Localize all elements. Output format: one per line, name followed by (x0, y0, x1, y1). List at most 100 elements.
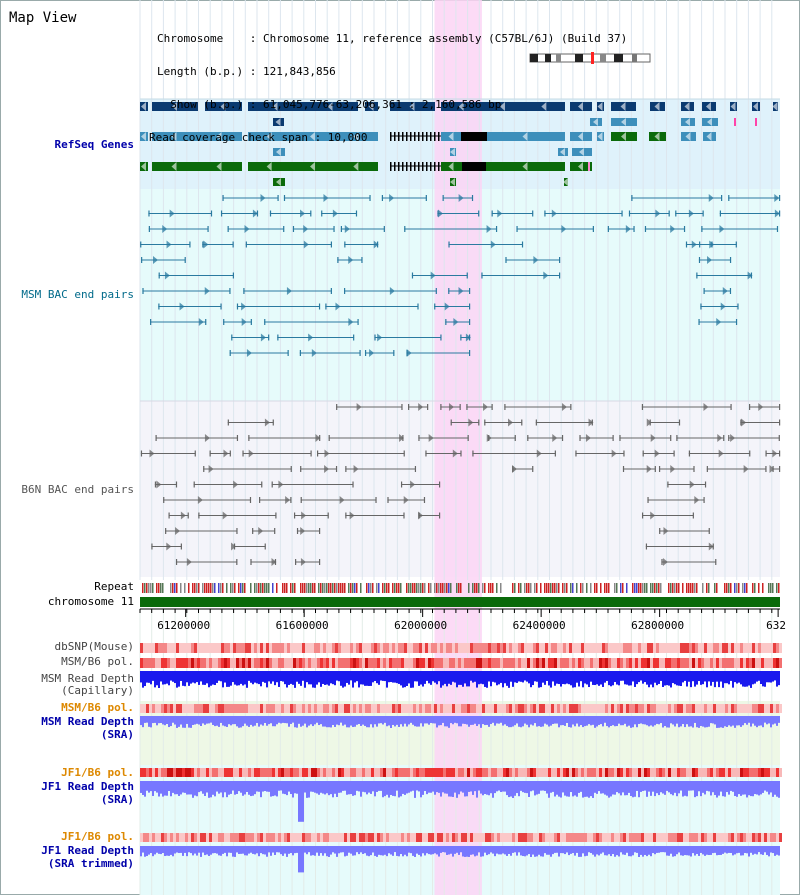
bac-end (175, 481, 178, 488)
track-label-dbsnp[interactable]: dbSNP(Mouse) (54, 640, 134, 653)
depth-bar (368, 671, 370, 686)
heat-cell (290, 643, 293, 653)
heat-cell (638, 643, 641, 653)
bac-end (227, 419, 229, 426)
depth-bar (602, 716, 604, 727)
depth-bar (516, 781, 518, 794)
depth-bar (246, 846, 248, 856)
depth-bar (354, 716, 356, 727)
bac-end-arrow (204, 287, 210, 295)
heat-cell (248, 768, 251, 777)
heat-cell (230, 833, 233, 842)
repeat-element (438, 583, 440, 593)
heat-cell (164, 833, 167, 842)
refseq-genes (140, 102, 778, 186)
depth-bar (288, 671, 290, 685)
bac-end-arrow (486, 225, 492, 233)
repeat-element (460, 583, 462, 593)
depth-bar (286, 716, 288, 724)
depth-bar (298, 781, 300, 822)
bac-end (521, 241, 524, 248)
depth-bar (304, 781, 306, 793)
bac-end (683, 226, 686, 232)
bac-end (411, 272, 414, 279)
depth-bar (592, 846, 594, 855)
depth-bar (618, 781, 620, 794)
repeat-element (736, 583, 738, 593)
repeat-element (474, 583, 476, 593)
depth-bar (412, 716, 414, 725)
gene-strand-arrow (578, 132, 583, 141)
jf1-b6-pol-strip (140, 768, 782, 777)
depth-bar (448, 846, 450, 855)
depth-bar (514, 716, 516, 726)
track-label-msm-b6-pol-1[interactable]: MSM/B6 pol. (61, 655, 134, 668)
repeat-element (428, 583, 430, 593)
repeat-element (314, 583, 316, 593)
heat-cell (563, 643, 566, 653)
heat-cell (578, 704, 581, 713)
heat-cell (713, 833, 716, 842)
depth-bar (268, 781, 270, 792)
heat-cell (326, 658, 329, 668)
depth-bar (616, 671, 618, 685)
heat-cell (503, 833, 506, 842)
depth-bar (768, 846, 770, 857)
track-label-msm-depth-sra[interactable]: MSM Read Depth (41, 715, 134, 728)
track-label-msm-bac[interactable]: MSM BAC end pairs (21, 288, 134, 301)
heat-cell (335, 833, 338, 842)
heat-cell (440, 833, 443, 842)
depth-bar (416, 781, 418, 791)
heat-cell (281, 658, 284, 668)
heat-cell (209, 768, 212, 777)
track-label-msm-depth-cap[interactable]: MSM Read Depth (41, 672, 134, 685)
depth-bar (176, 716, 178, 728)
repeat-element (306, 583, 308, 593)
depth-bar (536, 716, 538, 727)
heat-cell (491, 833, 494, 842)
depth-bar (388, 671, 390, 683)
depth-bar (326, 716, 328, 728)
depth-bar (706, 671, 708, 688)
heat-cell (197, 704, 200, 713)
heat-cell (773, 658, 776, 668)
repeat-element (148, 583, 150, 593)
depth-bar (534, 846, 536, 857)
track-label-refseq[interactable]: RefSeq Genes (54, 138, 134, 151)
track-label-jf1-b6-pol-1[interactable]: JF1/B6 pol. (61, 766, 134, 779)
depth-bar (774, 716, 776, 724)
bac-end-arrow (551, 209, 557, 218)
heat-cell (590, 704, 593, 713)
heat-cell (716, 704, 719, 713)
depth-bar (400, 781, 402, 797)
track-label-b6n-bac[interactable]: B6N BAC end pairs (21, 483, 134, 496)
depth-bar (462, 716, 464, 724)
heat-cell (452, 704, 455, 713)
heat-cell (194, 658, 197, 668)
track-label-msm-b6-pol-2[interactable]: MSM/B6 pol. (61, 701, 134, 714)
depth-bar (206, 846, 208, 855)
depth-bar (568, 781, 570, 797)
repeat-element (244, 583, 246, 593)
heat-cell (698, 833, 701, 842)
depth-bar (724, 781, 726, 797)
track-label-chromosome: chromosome 11 (47, 595, 134, 608)
repeat-element (518, 583, 520, 593)
track-label-jf1-depth-sra[interactable]: JF1 Read Depth (41, 780, 134, 793)
depth-bar (378, 671, 380, 685)
bac-end-arrow (203, 240, 209, 249)
heat-cell (671, 658, 674, 668)
heat-cell (650, 704, 653, 713)
bac-end (621, 210, 623, 217)
heat-cell (242, 704, 245, 713)
track-label-jf1-depth-trim[interactable]: JF1 Read Depth (41, 844, 134, 857)
heat-cell (437, 768, 440, 777)
depth-bar (210, 846, 212, 855)
track-label-jf1-b6-pol-2[interactable]: JF1/B6 pol. (61, 830, 134, 843)
heat-cell (434, 643, 437, 653)
depth-bar (588, 781, 590, 798)
depth-bar (562, 846, 564, 854)
heat-cell (734, 643, 737, 653)
repeat-element (570, 583, 572, 593)
